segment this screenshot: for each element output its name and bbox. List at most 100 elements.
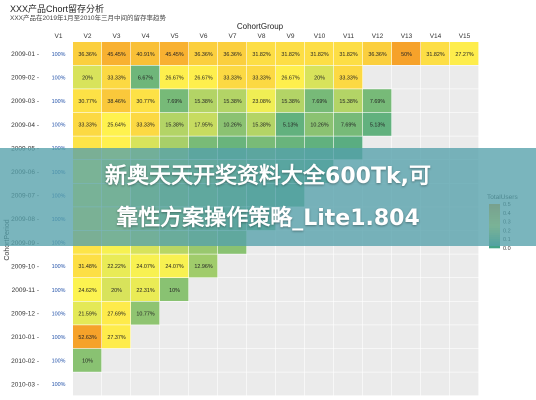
heatmap-cell [73, 65, 102, 89]
heatmap-cell [44, 65, 73, 89]
heatmap-cell [73, 372, 102, 396]
column-label: V7 [229, 33, 237, 40]
cell-value: 15.38% [223, 99, 241, 105]
heatmap-cell [73, 254, 102, 278]
heatmap-cell [131, 254, 160, 278]
cell-value: 33.33% [252, 75, 270, 81]
heatmap-cell [218, 278, 247, 301]
row-label: 2009-01 - [11, 51, 39, 58]
heatmap-cell [131, 301, 160, 325]
heatmap-cell [450, 254, 479, 278]
heatmap-cell [421, 65, 450, 89]
heatmap-cell [247, 65, 276, 89]
cell-value: 45.45% [165, 52, 183, 58]
cell-value: 20% [314, 75, 325, 81]
heatmap-cell [218, 301, 247, 325]
heatmap-cell [276, 348, 305, 372]
heatmap-cell [305, 278, 334, 301]
cell-value: 5.13% [370, 123, 385, 129]
heatmap-cell [189, 372, 218, 396]
heatmap-cell [450, 348, 479, 372]
heatmap-cell [73, 89, 102, 113]
heatmap-cell [131, 325, 160, 349]
column-label: V15 [459, 33, 471, 40]
cell-value: 10% [169, 288, 180, 294]
heatmap-cell [392, 89, 421, 113]
heatmap-cell [334, 301, 363, 325]
heatmap-cell [247, 372, 276, 396]
heatmap-cell [131, 65, 160, 89]
column-label: V6 [200, 33, 208, 40]
heatmap-cell [73, 278, 102, 301]
heatmap-cell [247, 301, 276, 325]
heatmap-cell [421, 112, 450, 136]
heatmap-cell [305, 65, 334, 89]
heatmap-cell [160, 278, 189, 301]
heatmap-cell [131, 112, 160, 136]
column-label: V12 [372, 33, 384, 40]
heatmap-cell [363, 89, 392, 113]
heatmap-cell [450, 89, 479, 113]
heatmap-cell [363, 301, 392, 325]
cell-value: 40.91% [136, 52, 154, 58]
cell-value: 100% [52, 52, 66, 58]
cell-value: 24.62% [78, 288, 96, 294]
heatmap-cell [276, 42, 305, 65]
row-label: 2009-10 - [11, 263, 39, 270]
cell-value: 21.59% [78, 311, 96, 317]
cell-value: 33.33% [136, 123, 154, 129]
heatmap-cell [218, 372, 247, 396]
heatmap-cell [305, 42, 334, 65]
cell-value: 31.82% [426, 52, 444, 58]
heatmap-cell [305, 348, 334, 372]
heatmap-cell [44, 348, 73, 372]
heatmap-cell [73, 325, 102, 349]
cell-value: 7.69% [167, 99, 182, 105]
banner-line-1: 新奥天天开奖资料大全600Tk,可 [105, 164, 431, 189]
cell-value: 22.22% [107, 264, 125, 270]
x-group-label: CohortGroup [237, 22, 284, 31]
heatmap-cell [160, 112, 189, 136]
heatmap-cell [450, 325, 479, 349]
cell-value: 36.36% [368, 52, 386, 58]
heatmap-cell [276, 278, 305, 301]
heatmap-cell [305, 89, 334, 113]
heatmap-cell [160, 42, 189, 65]
heatmap-cell [189, 89, 218, 113]
cell-value: 100% [52, 264, 66, 270]
heatmap-cell [102, 325, 131, 349]
heatmap-cell [305, 372, 334, 396]
heatmap-cell [189, 325, 218, 349]
heatmap-cell [363, 112, 392, 136]
heatmap-cell [421, 325, 450, 349]
column-label: V4 [142, 33, 150, 40]
heatmap-cell [392, 278, 421, 301]
legend-tick: 0.0 [503, 246, 511, 252]
heatmap-cell [450, 278, 479, 301]
heatmap-cell [334, 348, 363, 372]
heatmap-cell [305, 254, 334, 278]
heatmap-cell [44, 372, 73, 396]
column-label: V11 [343, 33, 354, 40]
cell-value: 27.69% [107, 311, 125, 317]
heatmap-cell [218, 65, 247, 89]
heatmap-cell [392, 42, 421, 65]
heatmap-cell [421, 301, 450, 325]
heatmap-cell [276, 372, 305, 396]
heatmap-cell [363, 278, 392, 301]
row-label: 2009-03 - [11, 98, 39, 105]
heatmap-cell [44, 42, 73, 65]
heatmap-cell [276, 254, 305, 278]
heatmap-cell [218, 112, 247, 136]
cell-value: 52.63% [78, 335, 96, 341]
heatmap-cell [450, 372, 479, 396]
cell-value: 100% [52, 99, 66, 105]
cell-value: 31.48% [78, 264, 96, 270]
column-label: V1 [55, 33, 63, 40]
heatmap-cell [392, 301, 421, 325]
row-label: 2009-12 - [11, 311, 39, 318]
cell-value: 24.07% [165, 264, 183, 270]
cell-value: 36.36% [78, 52, 96, 58]
cell-value: 45.45% [107, 52, 125, 58]
cell-value: 5.13% [283, 123, 298, 129]
